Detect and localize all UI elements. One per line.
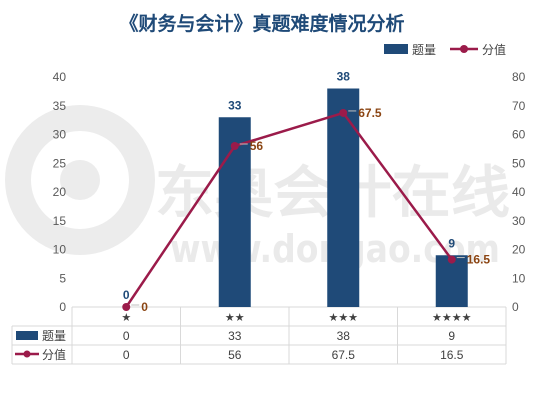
y-left-tick-label: 25	[53, 156, 67, 170]
y-left-tick-label: 40	[53, 70, 67, 84]
category-label: ★★★★	[432, 311, 472, 324]
data-labels: 0 33 38 9 0 56 67.5 16.5	[123, 70, 491, 315]
line-value-label: 16.5	[467, 253, 491, 267]
table-row-header-count: 题量	[42, 329, 66, 343]
y-right-tick-label: 60	[512, 128, 526, 142]
y-left-tick-label: 10	[53, 243, 67, 257]
category-label: ★	[121, 311, 131, 324]
bar-value-label: 33	[228, 98, 242, 112]
y-right-tick-label: 80	[512, 70, 526, 84]
line-value-label: 0	[141, 300, 148, 314]
table-cell-score: 16.5	[440, 348, 464, 362]
y-left-tick-label: 35	[53, 99, 67, 113]
y-left-tick-label: 20	[53, 185, 67, 199]
table-cell-score: 56	[228, 348, 242, 362]
bar-series	[218, 88, 468, 307]
legend-line-label: 分值	[482, 42, 506, 57]
y-right-tick-label: 30	[512, 214, 526, 228]
line-point	[447, 255, 456, 264]
watermark: 东奥会计在线 www.dongao.com	[5, 105, 510, 271]
bar-value-label: 38	[337, 70, 351, 84]
y-left-tick-label: 5	[59, 271, 66, 285]
y-axis-left: 0 5 10 15 20 25 30 35 40	[53, 70, 67, 314]
y-right-tick-label: 70	[512, 99, 526, 113]
y-left-tick-label: 15	[53, 214, 67, 228]
table-cell-count: 33	[228, 329, 242, 343]
table-cell-score: 67.5	[332, 348, 356, 362]
bar	[435, 255, 468, 307]
watermark-logo	[5, 105, 155, 255]
chart-title: 《财务与会计》真题难度情况分析	[119, 12, 404, 35]
line-point	[339, 108, 348, 117]
y-axis-right: 0 10 20 30 40 50 60 70 80	[512, 70, 526, 314]
category-label: ★★	[225, 311, 245, 324]
y-right-tick-label: 20	[512, 243, 526, 257]
bar-value-label: 9	[448, 236, 455, 250]
bar-value-label: 0	[123, 288, 130, 302]
legend-bar-label: 题量	[412, 43, 436, 57]
y-right-tick-label: 10	[512, 271, 526, 285]
table-row-header-score: 分值	[42, 347, 66, 362]
legend-line-marker	[460, 45, 468, 53]
y-right-tick-label: 0	[512, 300, 519, 314]
y-right-tick-label: 40	[512, 185, 526, 199]
y-left-tick-label: 30	[53, 128, 67, 142]
line-series	[122, 108, 456, 311]
line-point	[230, 142, 239, 150]
table-cell-count: 0	[123, 329, 130, 343]
table-bar-key	[16, 331, 38, 340]
table-cell-score: 0	[123, 348, 130, 362]
line-value-label: 56	[250, 139, 264, 153]
y-left-tick-label: 0	[59, 300, 66, 314]
data-table: 题量 分值 ★ 0 0 ★★ 33 56 ★★★ 38 67.5 ★★★★ 9 16.5	[11, 307, 507, 365]
line-path	[125, 111, 453, 308]
legend: 题量 分值	[384, 42, 506, 57]
bar	[327, 88, 360, 307]
category-label: ★★★	[328, 311, 358, 324]
line-point	[122, 303, 131, 311]
y-right-tick-label: 50	[512, 156, 526, 170]
watermark-logo-center	[60, 160, 100, 200]
line-value-label: 67.5	[358, 106, 382, 120]
table-line-key-marker	[23, 350, 31, 358]
table-cell-count: 9	[448, 329, 455, 343]
table-cell-count: 38	[337, 329, 351, 343]
legend-bar-swatch	[384, 44, 408, 54]
